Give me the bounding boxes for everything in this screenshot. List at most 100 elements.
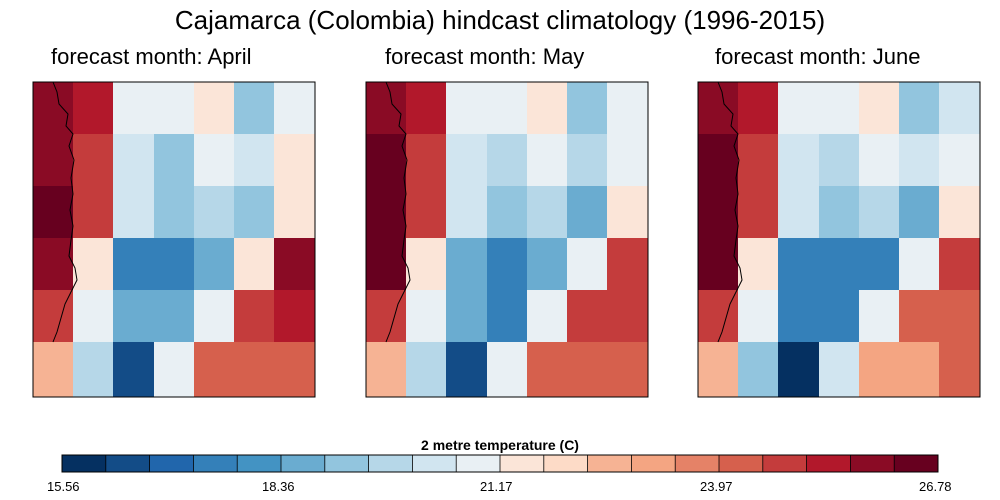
heatmap-cell [899,186,940,239]
heatmap-cell [113,238,155,291]
heatmap-cell [366,82,407,135]
heatmap-cell [939,290,981,343]
heatmap-cell [738,134,779,187]
heatmap-cell [73,238,114,291]
heatmap-cell [698,238,739,291]
heatmap-cell [859,82,900,135]
heatmap-cell [607,238,649,291]
heatmap-cell [778,238,820,291]
heatmap-cell [73,342,114,398]
colorbar-segment [237,455,282,472]
heatmap-cell [274,134,316,187]
heatmap-cell [698,134,739,187]
colorbar-segment [456,455,501,472]
heatmap-cell [73,134,114,187]
heatmap-cell [446,186,488,239]
heatmap-cell [899,238,940,291]
heatmap-cell [234,134,275,187]
heatmap-cell [819,290,860,343]
heatmap-cell [154,238,195,291]
heatmap-cell [778,290,820,343]
colorbar-segment [675,455,720,472]
heatmap-cell [567,134,608,187]
heatmap-cell [366,290,407,343]
heatmap-cell [939,82,981,135]
heatmap-cell [274,82,316,135]
colorbar-tick-label: 21.17 [480,479,513,494]
heatmap-cell [899,134,940,187]
heatmap-cell [607,134,649,187]
heatmap-cell [567,238,608,291]
heatmap-cell [487,82,528,135]
heatmap-cell [819,82,860,135]
heatmap-cell [194,238,235,291]
heatmap-cell [859,134,900,187]
heatmap-cell [33,134,74,187]
heatmap-cell [698,82,739,135]
heatmap-cell [527,238,568,291]
heatmap-cell [113,134,155,187]
heatmap-cell [819,238,860,291]
heatmap-cell [859,342,900,398]
heatmap-cell [899,82,940,135]
heatmap-cell [113,82,155,135]
heatmap-cell [738,342,779,398]
heatmap-cell [487,342,528,398]
colorbar-segment [368,455,413,472]
panel-title-april: forecast month: April [51,44,252,69]
colorbar-segment [193,455,238,472]
heatmap-cell [446,290,488,343]
colorbar-segment [762,455,808,472]
heatmap-cell [274,342,316,398]
heatmap-cell [778,186,820,239]
heatmap-cell [274,186,316,239]
heatmap-cell [567,342,608,398]
heatmap-cell [274,290,316,343]
colorbar-tick-label: 15.56 [47,479,80,494]
heatmap-cell [527,290,568,343]
colorbar-segment [62,455,107,472]
heatmap-cell [113,342,155,398]
heatmap-cell [698,290,739,343]
colorbar-segment [324,455,370,472]
heatmap-cell [154,134,195,187]
heatmap-cell [73,290,114,343]
colorbar-segment [500,455,545,472]
heatmap-cell [33,238,74,291]
heatmap-cell [487,290,528,343]
heatmap-cell [446,342,488,398]
heatmap-cell [819,134,860,187]
heatmap-cell [154,342,195,398]
heatmap-cell [194,82,235,135]
heatmap-cell [859,238,900,291]
panel-title-may: forecast month: May [385,44,585,69]
heatmap-cell [527,134,568,187]
heatmap-cell [234,342,275,398]
heatmap-cell [567,186,608,239]
heatmap-cell [819,342,860,398]
chart-title: Cajamarca (Colombia) hindcast climatolog… [174,5,826,35]
heatmap-cell [194,186,235,239]
heatmap-cell [899,342,940,398]
heatmap-cell [487,186,528,239]
colorbar-tick-label: 18.36 [262,479,295,494]
heatmap-cell [194,290,235,343]
heatmap-cell [487,238,528,291]
heatmap-cell [698,342,739,398]
heatmap-cell [274,238,316,291]
heatmap-cell [899,290,940,343]
heatmap-cell [194,134,235,187]
colorbar-segment [850,455,895,472]
heatmap-cell [366,238,407,291]
heatmap-cell [73,186,114,239]
colorbar-segment [806,455,851,472]
heatmap-cell [406,290,447,343]
coastline [52,81,78,343]
heatmap-cell [406,186,447,239]
heatmap-cell [819,186,860,239]
heatmap-cell [113,186,155,239]
heatmap-cell [194,342,235,398]
heatmap-cell [33,82,74,135]
heatmap-cell [154,290,195,343]
